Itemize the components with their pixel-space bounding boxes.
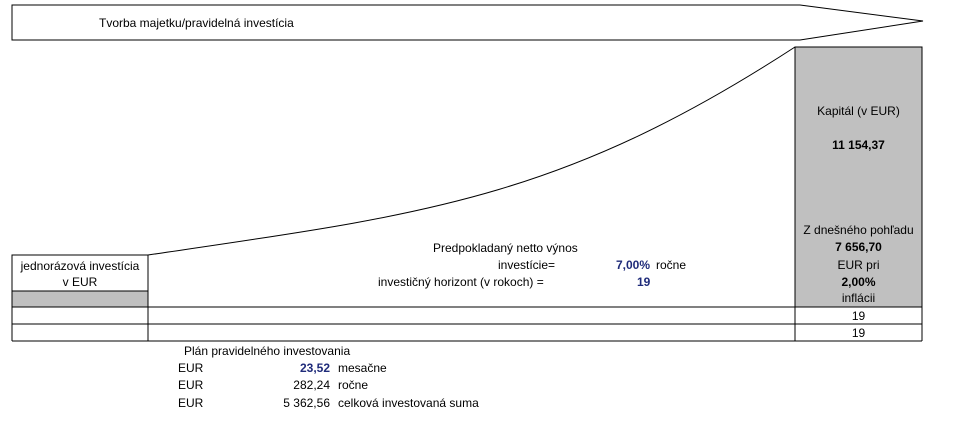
yield-value: 7,00% <box>616 258 651 272</box>
left-box-label-area <box>11 254 149 292</box>
plan-row-amount: 5 362,56 <box>283 396 330 410</box>
plan-row-amount: 282,24 <box>293 378 330 392</box>
left-box-line2: v EUR <box>62 275 98 289</box>
table-row1-value: 19 <box>851 309 866 323</box>
yield-label-1: Predpokladaný netto výnos <box>433 241 578 255</box>
yield-label-2: investície= <box>498 258 556 272</box>
banner-arrow <box>11 4 924 41</box>
table-row2-value: 19 <box>851 326 866 340</box>
today-label: Z dnešného pohľadu <box>803 223 914 237</box>
plan-row-label: mesačne <box>338 361 387 375</box>
capital-label: Kapitál (v EUR) <box>817 104 900 118</box>
inflation-label: inflácii <box>841 291 876 305</box>
banner-title: Tvorba majetku/pravidelná investícia <box>99 16 294 30</box>
today-value: 7 656,70 <box>835 240 882 254</box>
plan-row-currency: EUR <box>178 361 204 375</box>
plan-row-label: celková investovaná suma <box>338 396 479 410</box>
capital-column <box>794 46 923 308</box>
inflation-value: 2,00% <box>841 275 876 289</box>
plan-row-currency: EUR <box>178 396 204 410</box>
yield-unit: ročne <box>656 258 687 272</box>
plan-row-amount: 23,52 <box>299 361 330 375</box>
growth-curve <box>147 46 796 256</box>
plan-title: Plán pravidelného investovania <box>184 344 351 358</box>
capital-value: 11 154,37 <box>832 138 885 152</box>
plan-row-label: ročne <box>338 378 369 392</box>
horizon-label: investičný horizont (v rokoch) = <box>378 275 544 289</box>
horizon-value: 19 <box>637 275 651 289</box>
eur-pri: EUR pri <box>837 258 880 272</box>
left-box-line1: jednorázová investícia <box>20 259 140 273</box>
plan-row-currency: EUR <box>178 378 204 392</box>
